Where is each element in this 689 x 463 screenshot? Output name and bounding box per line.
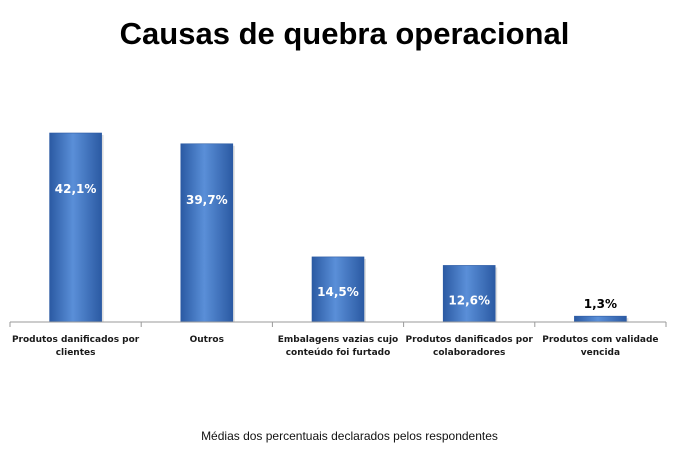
category-label: Embalagens vazias cujo conteúdo foi furta…: [278, 335, 398, 358]
bar: [574, 315, 627, 323]
bar-data-label: 12,6%: [448, 293, 490, 307]
category-label: Produtos danificados por clientes: [12, 335, 140, 358]
bar-data-label: 42,1%: [55, 182, 97, 196]
bar: [49, 132, 102, 323]
category-label: Outros: [190, 335, 224, 345]
category-label: Produtos com validade vencida: [542, 335, 658, 358]
bar: [442, 265, 496, 323]
chart-caption: Médias dos percentuais declarados pelos …: [201, 429, 498, 443]
bar-data-label: 39,7%: [186, 193, 228, 207]
x-axis-ticks: [9, 322, 667, 327]
bars-layer: 42,1% 39,7% 14,5% 12,6% 1,3%: [49, 132, 629, 323]
bar: [311, 256, 365, 323]
category-label: Produtos danificados por colaboradores: [406, 335, 534, 358]
bar-data-label: 1,3%: [584, 297, 617, 311]
category-labels: Produtos danificados por clientes Outros Em…: [12, 335, 659, 358]
bar: [180, 143, 234, 323]
bar-data-label: 14,5%: [317, 285, 359, 299]
chart-title: Causas de quebra operacional: [119, 16, 570, 51]
